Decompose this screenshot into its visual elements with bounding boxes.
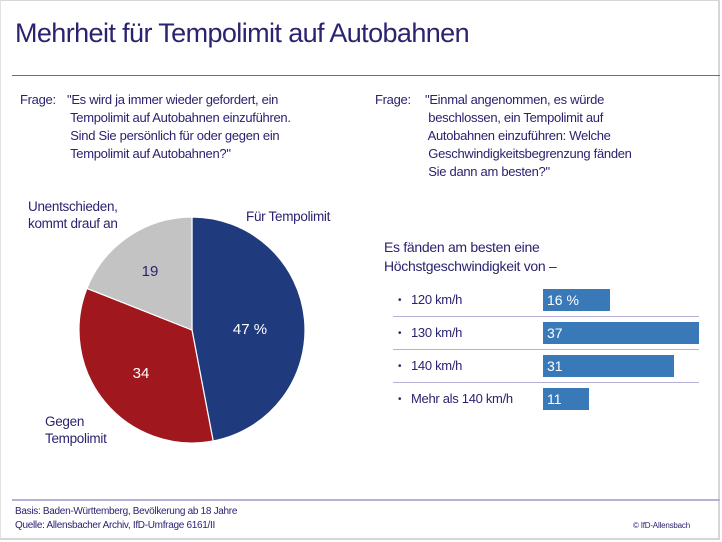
- bar-value-label: 11: [547, 391, 562, 407]
- row-divider: [393, 382, 699, 383]
- bar-value-label: 16 %: [547, 292, 579, 308]
- bar-row: • 130 km/h 37: [384, 319, 700, 351]
- footer-basis: Basis: Baden-Württemberg, Bevölkerung ab…: [15, 506, 238, 517]
- question-2-label: Frage:: [375, 92, 411, 107]
- bar-row: • Mehr als 140 km/h 11: [384, 385, 700, 417]
- chart-title: Mehrheit für Tempolimit auf Autobahnen: [15, 18, 470, 48]
- pie-legend-gegen: Gegen Tempolimit: [45, 414, 107, 446]
- bar: [543, 388, 589, 410]
- copyright: © IfD-Allensbach: [633, 521, 690, 530]
- bar-row: • 120 km/h 16 %: [384, 286, 700, 318]
- pie-slice-fuer-value-label: 47 %: [233, 321, 267, 338]
- footer-quelle: Quelle: Allensbacher Archiv, IfD-Umfrage…: [15, 520, 215, 531]
- pie-slice-unentschieden: [86, 216, 193, 331]
- question-1-label: Frage:: [20, 92, 56, 107]
- bar: [543, 322, 699, 344]
- row-divider: [393, 349, 699, 350]
- bar-value-label: 31: [547, 358, 563, 374]
- footer-divider: [12, 499, 720, 501]
- bar: [543, 289, 610, 311]
- bar: [543, 355, 674, 377]
- bullet-icon: •: [398, 361, 402, 372]
- question-1-text: "Es wird ja immer wieder gefordert, ein …: [67, 92, 291, 161]
- pie-slice-unentschieden-value-label: 19: [142, 263, 159, 280]
- pie-slice-gegen-value-label: 34: [133, 365, 150, 382]
- pie-legend-fuer: Für Tempolimit: [246, 209, 331, 224]
- bar-chart-title: Es fänden am besten eine Höchstgeschwind…: [384, 239, 557, 274]
- bullet-icon: •: [398, 328, 402, 339]
- bar-category-label: 140 km/h: [411, 358, 463, 373]
- bar-value-label: 37: [547, 325, 563, 341]
- bar-category-label: 120 km/h: [411, 292, 463, 307]
- pie-slice-fuer: [191, 216, 306, 442]
- question-2-text: "Einmal angenommen, es würde beschlossen…: [425, 92, 632, 179]
- bar-category-label: 130 km/h: [411, 325, 463, 340]
- bullet-icon: •: [398, 394, 402, 405]
- title-divider: [12, 75, 720, 76]
- pie-legend-unentschieden: Unentschieden, kommt drauf an: [28, 199, 118, 231]
- bar-row: • 140 km/h 31: [384, 352, 700, 384]
- row-divider: [393, 316, 699, 317]
- bullet-icon: •: [398, 295, 402, 306]
- pie-slice-gegen: [78, 287, 214, 444]
- bar-category-label: Mehr als 140 km/h: [411, 391, 513, 406]
